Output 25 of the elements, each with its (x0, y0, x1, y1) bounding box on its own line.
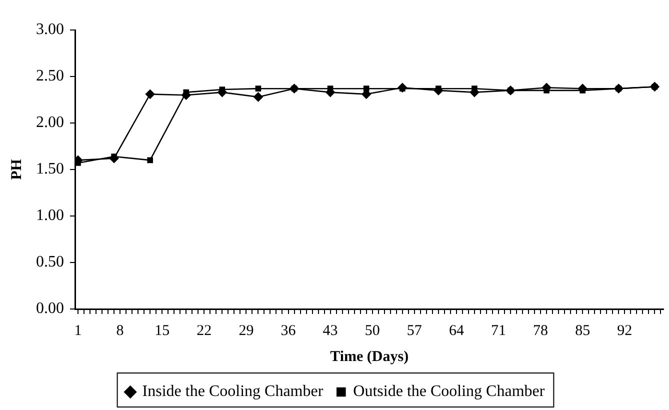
x-tick-label: 71 (491, 322, 506, 339)
x-tick-label: 78 (533, 322, 548, 339)
y-tick-label: 2.00 (36, 114, 64, 132)
x-tick-label: 36 (280, 322, 296, 339)
y-tick-label: 1.00 (36, 207, 64, 224)
x-tick-label: 92 (617, 322, 632, 339)
x-tick-label: 43 (322, 322, 338, 339)
x-tick-label: 85 (575, 322, 590, 339)
x-tick-label: 1 (74, 322, 82, 339)
x-tick-label: 57 (406, 322, 422, 339)
x-tick-label: 64 (448, 322, 464, 339)
y-tick-label: 2.50 (36, 68, 64, 85)
x-tick-label: 8 (116, 322, 124, 339)
x-tick-label: 22 (196, 322, 212, 339)
x-tick-label: 29 (238, 322, 254, 339)
y-tick-label: 3.00 (36, 21, 64, 38)
x-axis-title: Time (Days) (330, 348, 409, 365)
y-tick-label: 0.00 (36, 300, 64, 318)
x-tick-label: 15 (154, 322, 170, 339)
y-axis-title: PH (8, 158, 25, 180)
legend-label: Outside the Cooling Chamber (353, 383, 546, 400)
y-tick-label: 1.50 (36, 160, 64, 178)
legend-label: Inside the Cooling Chamber (142, 383, 324, 400)
x-tick-label: 50 (364, 322, 380, 339)
y-tick-label: 0.50 (36, 254, 64, 271)
